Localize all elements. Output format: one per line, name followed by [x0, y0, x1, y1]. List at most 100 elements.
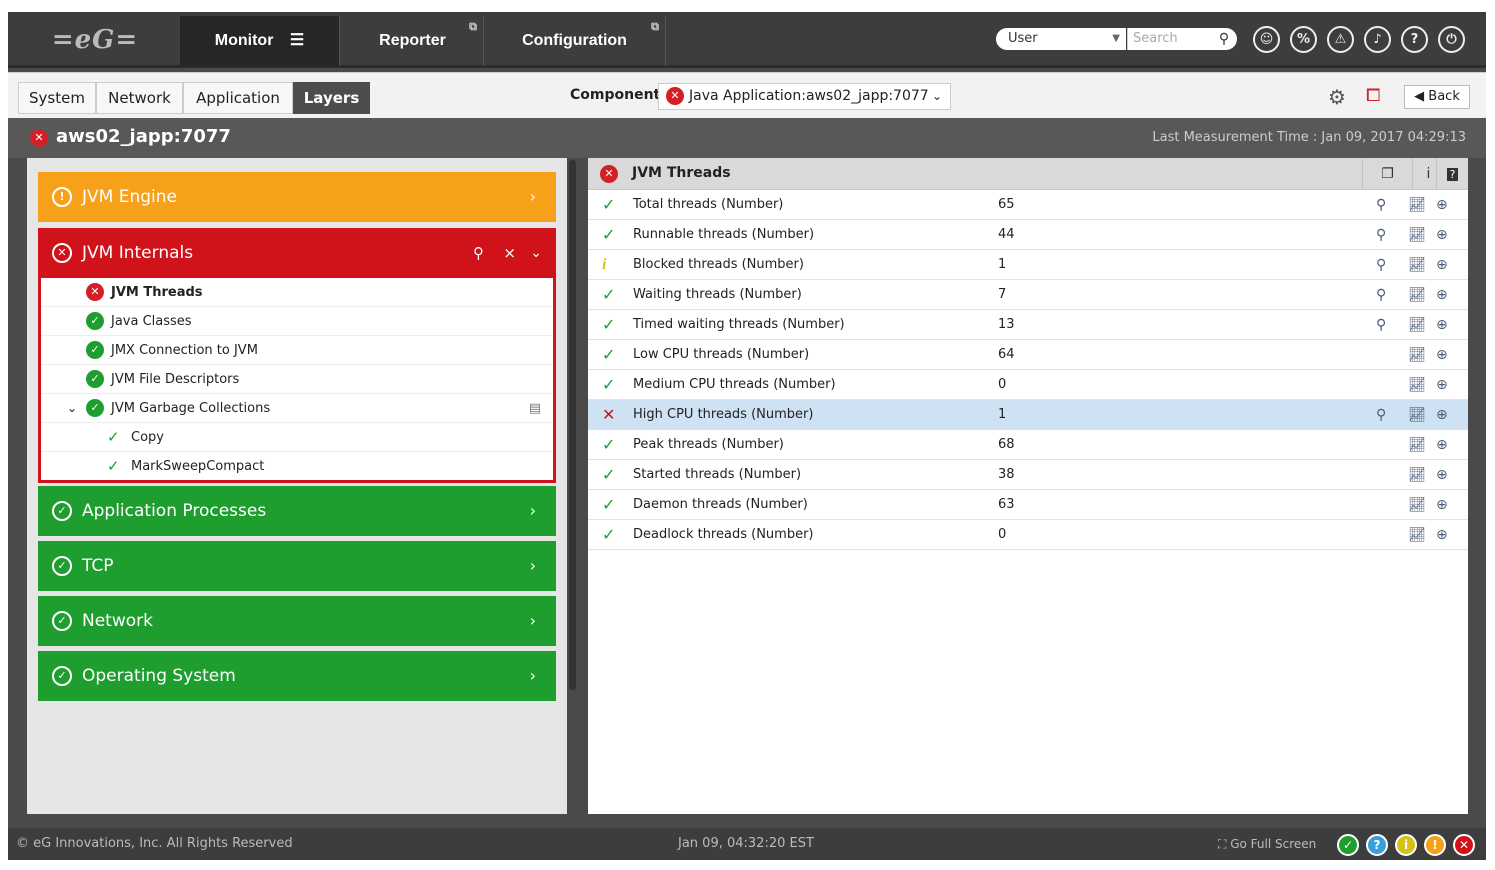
fullscreen-icon: ⛶: [1218, 837, 1231, 851]
list-item[interactable]: ✓ MarkSweepCompact: [41, 452, 553, 481]
ok-alarm-icon[interactable]: ✓: [1337, 834, 1359, 856]
table-row[interactable]: i Blocked threads (Number) 1 ⚲ 📈︎ ⊕: [588, 250, 1468, 280]
detail-search-icon[interactable]: ⚲: [1376, 227, 1387, 243]
tab-layers[interactable]: Layers: [293, 82, 370, 114]
help-icon[interactable]: ?: [1436, 158, 1468, 190]
history-icon[interactable]: ⊕: [1436, 197, 1448, 213]
search-input[interactable]: Search: [1127, 28, 1211, 50]
layer-label: Network: [82, 611, 153, 631]
critical-alarm-icon[interactable]: ✕: [1453, 834, 1475, 856]
graph-icon[interactable]: 📈︎: [1408, 407, 1426, 423]
eg-logo[interactable]: =eG=: [51, 25, 139, 55]
collapse-icon[interactable]: ⨯: [503, 244, 516, 262]
graph-icon[interactable]: 📈︎: [1408, 317, 1426, 333]
user-select[interactable]: User ▼: [996, 28, 1126, 50]
ok-icon: ✓: [86, 312, 104, 330]
graph-icon[interactable]: 📈︎: [1408, 527, 1426, 543]
tab-network[interactable]: Network: [96, 82, 183, 114]
component-select[interactable]: ✕ Java Application:aws02_japp:7077 ⌄: [658, 83, 951, 110]
edit-icon[interactable]: ▤: [528, 401, 541, 416]
chevron-down-icon[interactable]: ⌄: [67, 401, 78, 415]
detail-search-icon[interactable]: ⚲: [1376, 257, 1387, 273]
nav-monitor[interactable]: Monitor ☰: [180, 16, 340, 66]
history-icon[interactable]: ⊕: [1436, 227, 1448, 243]
ok-status-icon: ✓: [602, 495, 616, 514]
tab-system[interactable]: System: [18, 82, 96, 114]
graph-icon[interactable]: 📈︎: [1408, 197, 1426, 213]
list-item[interactable]: ✓ Copy: [41, 423, 553, 452]
history-icon[interactable]: ⊕: [1436, 497, 1448, 513]
info-icon[interactable]: i: [1412, 158, 1444, 190]
history-icon[interactable]: ⊕: [1436, 467, 1448, 483]
gear-icon[interactable]: ⚙: [1328, 85, 1346, 109]
detail-search-icon[interactable]: ⚲: [1376, 317, 1387, 333]
info-alarm-icon[interactable]: i: [1395, 834, 1417, 856]
unknown-alarm-icon[interactable]: ?: [1366, 834, 1388, 856]
graph-icon[interactable]: 📈︎: [1408, 437, 1426, 453]
layer-operating-system[interactable]: ✓ Operating System ›: [38, 651, 556, 701]
history-icon[interactable]: ⊕: [1436, 377, 1448, 393]
graph-icon[interactable]: 📈︎: [1408, 257, 1426, 273]
power-icon[interactable]: ⏻: [1438, 26, 1465, 53]
graph-icon[interactable]: 📈︎: [1408, 497, 1426, 513]
table-row[interactable]: ✓ Daemon threads (Number) 63 📈︎ ⊕: [588, 490, 1468, 520]
table-row[interactable]: ✓ Runnable threads (Number) 44 ⚲ 📈︎ ⊕: [588, 220, 1468, 250]
history-icon[interactable]: ⊕: [1436, 317, 1448, 333]
table-row[interactable]: ✓ Timed waiting threads (Number) 13 ⚲ 📈︎ ⊕: [588, 310, 1468, 340]
back-button[interactable]: ◀ Back: [1404, 85, 1470, 109]
fullscreen-button[interactable]: ⛶ Go Full Screen: [1218, 828, 1316, 860]
layer-tcp[interactable]: ✓ TCP ›: [38, 541, 556, 591]
major-alarm-icon[interactable]: !: [1424, 834, 1446, 856]
graph-icon[interactable]: 📈︎: [1408, 467, 1426, 483]
list-item[interactable]: ✓ JVM File Descriptors: [41, 365, 553, 394]
search-icon[interactable]: ⚲: [473, 244, 484, 262]
history-icon[interactable]: ⊕: [1436, 407, 1448, 423]
hamburger-icon[interactable]: ☰: [289, 32, 305, 49]
nav-reporter[interactable]: Reporter ⧉: [342, 16, 484, 66]
table-row[interactable]: ✓ Total threads (Number) 65 ⚲ 📈︎ ⊕: [588, 190, 1468, 220]
graph-icon[interactable]: 📈︎: [1408, 287, 1426, 303]
table-row[interactable]: ✓ Low CPU threads (Number) 64 📈︎ ⊕: [588, 340, 1468, 370]
link-icon[interactable]: %: [1290, 26, 1317, 53]
layer-label: JVM Internals: [82, 243, 194, 263]
list-item[interactable]: ⌄ ✓ JVM Garbage Collections ▤: [41, 394, 553, 423]
table-row[interactable]: ✓ Medium CPU threads (Number) 0 📈︎ ⊕: [588, 370, 1468, 400]
list-item[interactable]: ✓ JMX Connection to JVM: [41, 336, 553, 365]
detail-search-icon[interactable]: ⚲: [1376, 287, 1387, 303]
graph-icon[interactable]: 📈︎: [1408, 227, 1426, 243]
bell-icon[interactable]: ♪: [1364, 26, 1391, 53]
table-row[interactable]: ✕ High CPU threads (Number) 1 ⚲ 📈︎ ⊕: [588, 400, 1468, 430]
layer-jvm-internals[interactable]: ✕ JVM Internals ⚲ ⨯ ⌄: [38, 228, 556, 278]
layer-jvm-engine[interactable]: ! JVM Engine ›: [38, 172, 556, 222]
search-icon[interactable]: ⚲: [1211, 28, 1237, 50]
list-item[interactable]: ✓ Java Classes: [41, 307, 553, 336]
detail-search-icon[interactable]: ⚲: [1376, 407, 1387, 423]
history-icon[interactable]: ⊕: [1436, 287, 1448, 303]
nav-configuration[interactable]: Configuration ⧉: [484, 16, 666, 66]
topology-icon[interactable]: ⧠: [1366, 85, 1381, 106]
help-icon[interactable]: ?: [1401, 26, 1428, 53]
graph-icon[interactable]: 📈︎: [1408, 347, 1426, 363]
history-icon[interactable]: ⊕: [1436, 347, 1448, 363]
chevron-down-icon: ⌄: [931, 89, 942, 103]
history-icon[interactable]: ⊕: [1436, 527, 1448, 543]
table-row[interactable]: ✓ Peak threads (Number) 68 📈︎ ⊕: [588, 430, 1468, 460]
history-icon[interactable]: ⊕: [1436, 257, 1448, 273]
graph-icon[interactable]: 📈︎: [1408, 377, 1426, 393]
list-item[interactable]: ✕ JVM Threads: [41, 278, 553, 307]
alert-icon[interactable]: ⚠: [1327, 26, 1354, 53]
measure-name: Low CPU threads (Number): [633, 347, 810, 362]
detail-search-icon[interactable]: ⚲: [1376, 197, 1387, 213]
scrollbar[interactable]: [569, 160, 576, 690]
tab-application[interactable]: Application: [183, 82, 293, 114]
table-row[interactable]: ✓ Started threads (Number) 38 📈︎ ⊕: [588, 460, 1468, 490]
windows-icon[interactable]: ❐: [1362, 158, 1412, 190]
table-row[interactable]: ✓ Deadlock threads (Number) 0 📈︎ ⊕: [588, 520, 1468, 550]
user-icon[interactable]: ☺: [1253, 26, 1280, 53]
table-row[interactable]: ✓ Waiting threads (Number) 7 ⚲ 📈︎ ⊕: [588, 280, 1468, 310]
critical-icon: ✕: [600, 165, 618, 183]
history-icon[interactable]: ⊕: [1436, 437, 1448, 453]
chevron-down-icon[interactable]: ⌄: [530, 245, 542, 261]
layer-application-processes[interactable]: ✓ Application Processes ›: [38, 486, 556, 536]
layer-network[interactable]: ✓ Network ›: [38, 596, 556, 646]
